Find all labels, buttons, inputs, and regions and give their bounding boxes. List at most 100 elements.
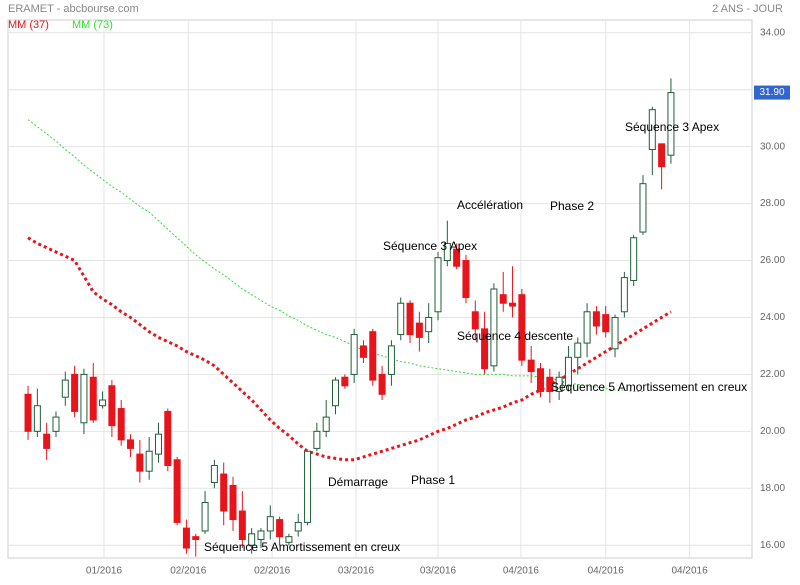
candle-body [443, 242, 451, 262]
x-tick-label: 02/2016 [170, 566, 207, 577]
x-tick-label: 03/2016 [420, 566, 457, 577]
y-tick-label: 22.00 [760, 369, 785, 380]
candle-body [620, 277, 628, 313]
candle-body [602, 314, 610, 333]
annotation: Séquence 4 descente [457, 329, 573, 343]
chart-subtitle: 2 ANS - JOUR [712, 3, 783, 15]
candle-body [592, 311, 600, 327]
candle-body [434, 257, 442, 313]
candle-body [182, 527, 190, 549]
candle-body [266, 516, 274, 532]
moving-average [27, 236, 672, 462]
candle-body [462, 260, 470, 299]
candle-body [397, 302, 405, 336]
annotation: Phase 2 [550, 199, 594, 213]
candle-body [536, 368, 544, 392]
candle-body [406, 302, 414, 336]
candle-body [490, 288, 498, 367]
candle-body [108, 385, 116, 427]
candle-body [574, 342, 582, 358]
candle-body [220, 473, 228, 512]
moving-average [27, 119, 643, 392]
candle-body [648, 109, 656, 151]
annotation: Démarrage [328, 475, 388, 489]
candle-body [154, 433, 162, 455]
annotation: Phase 1 [411, 473, 455, 487]
candle-body [99, 399, 107, 407]
candle-body [471, 311, 479, 330]
candle-body [387, 345, 395, 375]
candle-body [509, 302, 517, 307]
chart-title: ERAMET - abcbourse.com [8, 3, 139, 15]
annotation: Séquence 3 Apex [383, 239, 477, 253]
candle-body [52, 416, 60, 432]
candle-body [630, 237, 638, 281]
candle-body [415, 322, 423, 338]
x-tick-label: 04/2016 [588, 566, 625, 577]
annotation: Accélération [457, 198, 523, 212]
plot-frame [7, 19, 753, 559]
candle-body [583, 311, 591, 344]
candle-body [555, 376, 563, 392]
candle-body [518, 294, 526, 361]
y-tick-label: 28.00 [760, 198, 785, 209]
candle-body [136, 453, 144, 472]
annotation: Séquence 5 Amortissement en creux [204, 540, 400, 554]
candle-body [341, 376, 349, 387]
candle-body [24, 393, 32, 432]
annotation: Séquence 3 Apex [625, 120, 719, 134]
y-tick-label: 24.00 [760, 312, 785, 323]
candle-body [61, 379, 69, 398]
x-tick-label: 04/2016 [671, 566, 708, 577]
candle-body [350, 334, 358, 375]
candle-body [378, 373, 386, 395]
candle-body [173, 459, 181, 523]
candle-body [611, 316, 619, 350]
candle-body [164, 410, 172, 466]
candle-body [210, 464, 218, 484]
y-tick-label: 18.00 [760, 483, 785, 494]
x-tick-label: 04/2016 [503, 566, 540, 577]
candle-body [304, 450, 312, 523]
candle-body [294, 521, 302, 532]
legend-entry: MM (37) [8, 19, 49, 31]
x-tick-label: 03/2016 [338, 566, 375, 577]
candle-body [238, 510, 246, 540]
candle-body [369, 331, 377, 381]
candle-body [201, 501, 209, 532]
candle-body [257, 530, 265, 540]
candle-body [229, 484, 237, 521]
last-price-label: 31.90 [759, 87, 784, 98]
x-tick-label: 01/2016 [86, 566, 123, 577]
candle-body [359, 345, 367, 358]
last-price-tag [754, 85, 790, 100]
candle-body [527, 359, 535, 373]
candle-body [322, 416, 330, 432]
candle-body [145, 450, 153, 472]
y-tick-label: 30.00 [760, 141, 785, 152]
candle-body [192, 536, 200, 540]
candle-body [127, 439, 135, 449]
candle-body [658, 143, 666, 168]
candle-body [332, 379, 340, 407]
candle-body [453, 248, 461, 267]
candle-body [117, 408, 125, 441]
candle-body [71, 373, 79, 412]
x-tick-label: 02/2016 [254, 566, 291, 577]
legend-entry: MM (73) [72, 19, 113, 31]
candle-body [80, 373, 88, 424]
y-tick-label: 34.00 [760, 27, 785, 38]
y-tick-label: 20.00 [760, 426, 785, 437]
annotation: Séquence 5 Amortissement en creux [551, 380, 747, 394]
candle-body [639, 183, 647, 233]
candle-body [499, 294, 507, 304]
candle-body [313, 430, 321, 449]
candle-body [43, 433, 51, 449]
candle-body [33, 405, 41, 432]
candle-body [546, 376, 554, 392]
y-tick-label: 16.00 [760, 540, 785, 551]
candle-body [481, 328, 489, 370]
candle-body [564, 356, 572, 387]
